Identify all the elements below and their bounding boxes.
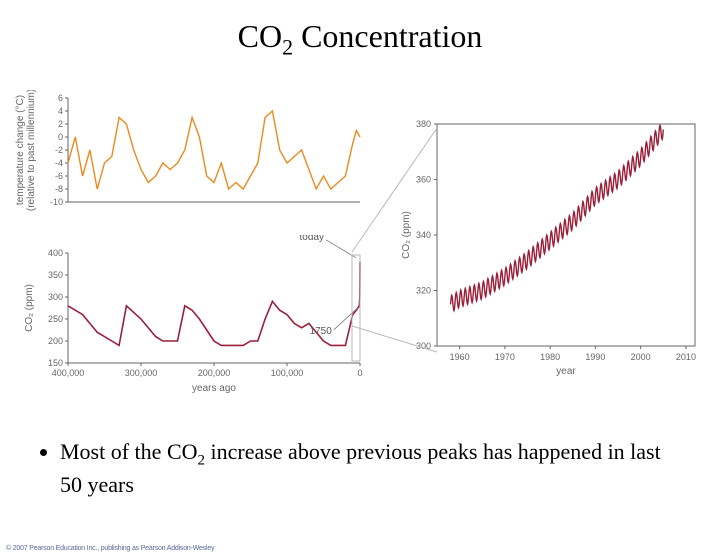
svg-text:320: 320 [416, 286, 431, 296]
svg-text:-6: -6 [55, 171, 63, 181]
bullet-sub: 2 [198, 452, 206, 468]
svg-text:6: 6 [58, 93, 63, 103]
title-part-1: CO [238, 18, 282, 54]
svg-text:-10: -10 [50, 197, 63, 207]
svg-text:-4: -4 [55, 158, 63, 168]
svg-text:CO₂ (ppm): CO₂ (ppm) [24, 284, 35, 332]
svg-text:250: 250 [48, 314, 63, 324]
left-chart-column: -10 -8 -6 -4 -2 0 2 4 6 temperature change (°C)(r… [10, 90, 370, 400]
svg-text:0: 0 [357, 368, 362, 378]
svg-text:-2: -2 [55, 145, 63, 155]
svg-text:100,000: 100,000 [271, 368, 304, 378]
temperature-chart: -10 -8 -6 -4 -2 0 2 4 6 temperature change (°C)(r… [10, 90, 370, 230]
svg-text:400: 400 [48, 248, 63, 258]
svg-text:360: 360 [416, 175, 431, 185]
svg-text:years ago: years ago [192, 383, 236, 394]
svg-text:2010: 2010 [676, 352, 696, 362]
page-title: CO2 Concentration [0, 18, 720, 60]
co2-recent-chart: 300 320 340 360 380 1960 1970 1980 1990 2000 2010 y… [395, 106, 705, 376]
svg-text:2: 2 [58, 119, 63, 129]
svg-text:1960: 1960 [450, 352, 470, 362]
svg-text:4: 4 [58, 106, 63, 116]
svg-text:year: year [556, 366, 576, 376]
svg-text:-8: -8 [55, 184, 63, 194]
svg-text:temperature change (°C)(relati: temperature change (°C)(relative to past… [15, 90, 37, 211]
svg-text:340: 340 [416, 230, 431, 240]
svg-text:0: 0 [58, 132, 63, 142]
svg-text:200: 200 [48, 336, 63, 346]
svg-text:400,000: 400,000 [52, 368, 85, 378]
title-part-2: Concentration [293, 18, 482, 54]
svg-text:1990: 1990 [585, 352, 605, 362]
svg-text:380: 380 [416, 119, 431, 129]
svg-text:300,000: 300,000 [125, 368, 158, 378]
svg-text:300: 300 [48, 292, 63, 302]
svg-text:150: 150 [48, 358, 63, 368]
svg-text:today: today [300, 235, 324, 243]
charts-container: -10 -8 -6 -4 -2 0 2 4 6 temperature change (°C)(r… [0, 90, 720, 400]
svg-text:1980: 1980 [540, 352, 560, 362]
title-sub: 2 [282, 34, 293, 59]
svg-text:300: 300 [416, 341, 431, 351]
bullet-text-1: Most of the CO [60, 439, 198, 464]
svg-text:200,000: 200,000 [198, 368, 231, 378]
svg-text:350: 350 [48, 270, 63, 280]
copyright-text: © 2007 Pearson Education Inc., publishin… [6, 545, 214, 552]
bullet-item: Most of the CO2 increase above previous … [60, 438, 672, 499]
svg-text:2000: 2000 [631, 352, 651, 362]
svg-text:1750: 1750 [310, 326, 333, 337]
right-chart-column: 300 320 340 360 380 1960 1970 1980 1990 2000 2010 y… [395, 106, 705, 386]
bullet-list: Most of the CO2 increase above previous … [42, 438, 672, 499]
svg-text:CO₂ (ppm): CO₂ (ppm) [401, 211, 412, 259]
co2-historical-chart: 150 200 250 300 350 400 400,000 300,000 200,000 1… [10, 235, 370, 405]
svg-text:1970: 1970 [495, 352, 515, 362]
